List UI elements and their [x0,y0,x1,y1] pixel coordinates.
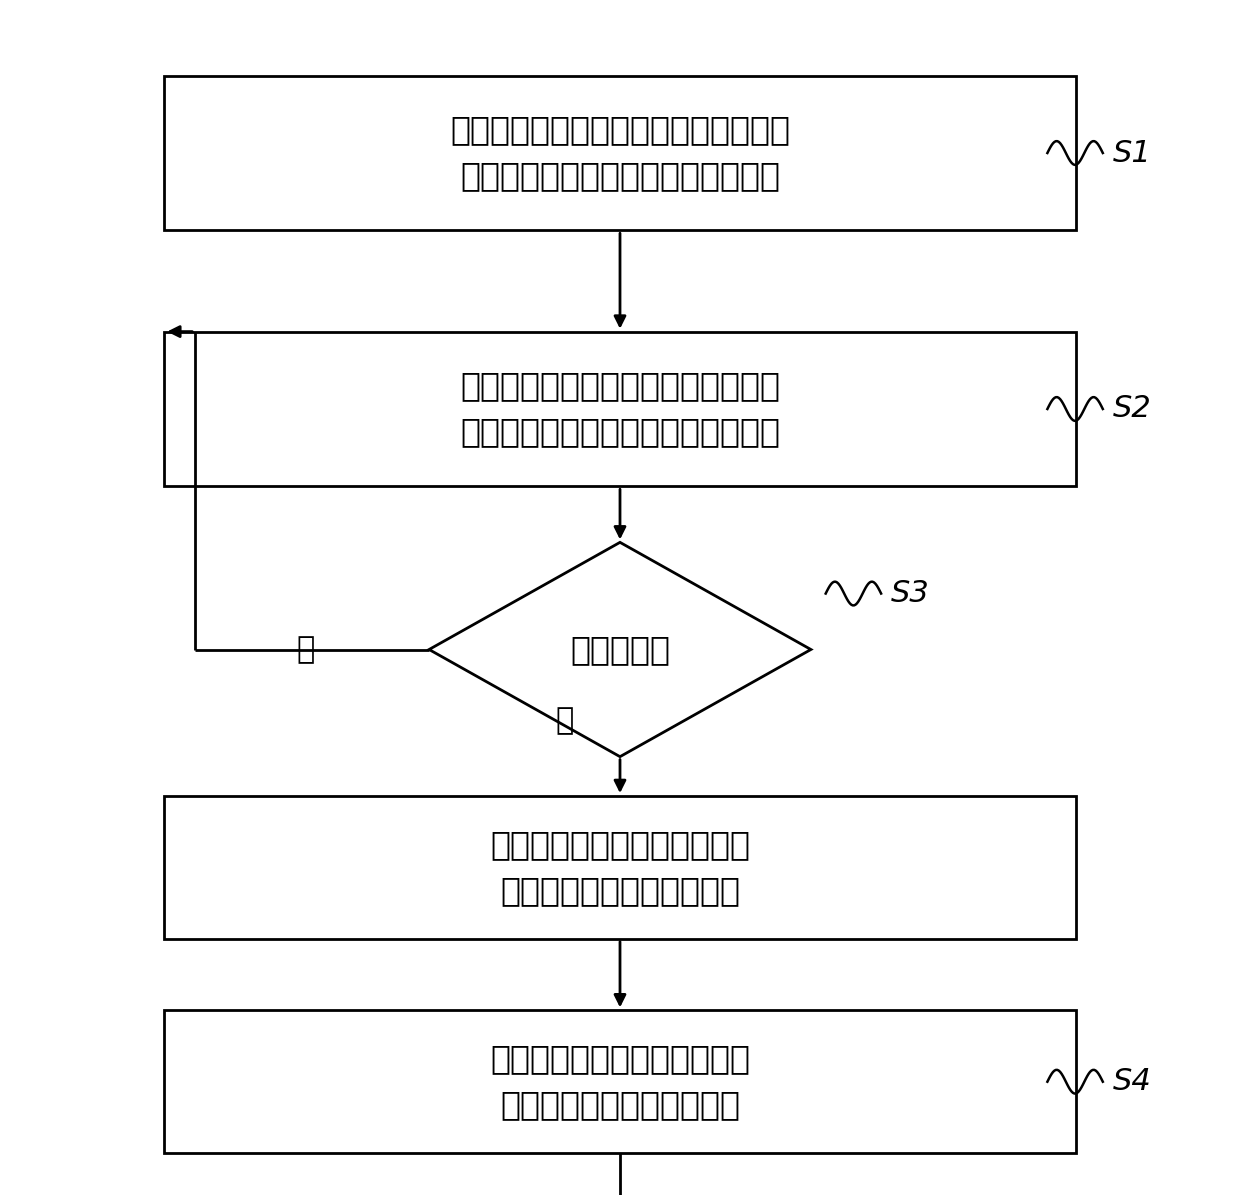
Text: S4: S4 [1112,1067,1152,1096]
Polygon shape [429,542,811,757]
Text: S2: S2 [1112,394,1152,423]
Text: 优先对易发生缺陷位置对应的
待检测子区域图像进行检测: 优先对易发生缺陷位置对应的 待检测子区域图像进行检测 [490,1042,750,1121]
Text: 将待检测印制电路板的待检测图像按物
理属性划分为多个待检测子区域图像: 将待检测印制电路板的待检测图像按物 理属性划分为多个待检测子区域图像 [450,114,790,193]
Text: 存在缺陷？: 存在缺陷？ [570,633,670,665]
Text: 是: 是 [556,706,574,735]
Bar [164,1011,1076,1153]
Text: 根据物理属性对其对应的待检测子区
域图像进行检测，判断是否存在缺陷: 根据物理属性对其对应的待检测子区 域图像进行检测，判断是否存在缺陷 [460,369,780,448]
Bar [164,332,1076,487]
Bar [164,76,1076,230]
Text: 否: 否 [296,635,315,664]
Text: 按照缺陷发生的位置的概率获
取相对容易发生缺陷的位置: 按照缺陷发生的位置的概率获 取相对容易发生缺陷的位置 [490,827,750,906]
Text: S3: S3 [892,579,930,608]
Bar [164,796,1076,939]
Text: S1: S1 [1112,139,1152,168]
